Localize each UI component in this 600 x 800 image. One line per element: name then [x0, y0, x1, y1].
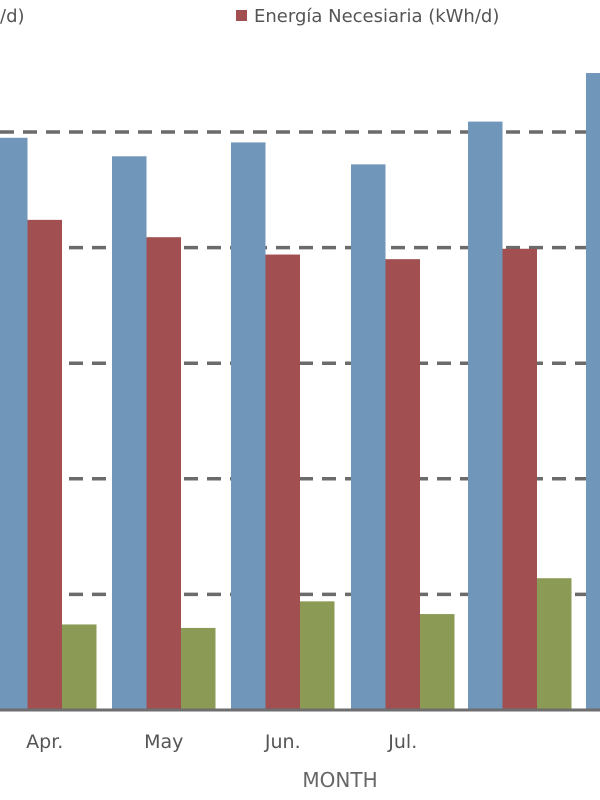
bar-series3-cat2: [181, 627, 216, 710]
bar-series2-cat4: [385, 259, 420, 710]
bar-series3-cat4: [420, 614, 455, 710]
legend: /d) Energía Necesiaria (kWh/d): [0, 6, 499, 27]
x-tick-label-1: Apr.: [26, 731, 63, 753]
bar-series3-cat3: [300, 601, 335, 710]
bar-series2-cat5: [502, 248, 537, 711]
legend-swatch-energia: [236, 10, 247, 21]
bars: [0, 73, 600, 711]
x-tick-label-3: Jun.: [264, 731, 301, 753]
bar-series3-cat5: [537, 578, 572, 710]
x-tick-label-4: Jul.: [387, 731, 417, 753]
bar-series1-cat1: [0, 137, 28, 710]
bar-series1-cat5: [468, 121, 503, 710]
bar-series2-cat3: [265, 254, 300, 710]
bar-series2-cat1: [27, 219, 62, 710]
legend-partial-label: /d): [0, 6, 25, 27]
bar-series3-cat1: [62, 624, 97, 710]
x-axis-title: MONTH: [302, 768, 377, 792]
bar-series1-cat6: [586, 73, 600, 710]
bar-series1-cat3: [231, 142, 266, 711]
x-tick-labels: Apr. May Jun. Jul.: [26, 731, 417, 753]
legend-label-energia: Energía Necesiaria (kWh/d): [254, 6, 499, 27]
bar-series1-cat4: [351, 164, 386, 711]
bar-series2-cat2: [146, 237, 181, 711]
x-tick-label-2: May: [144, 731, 183, 753]
bar-series1-cat2: [112, 156, 147, 710]
